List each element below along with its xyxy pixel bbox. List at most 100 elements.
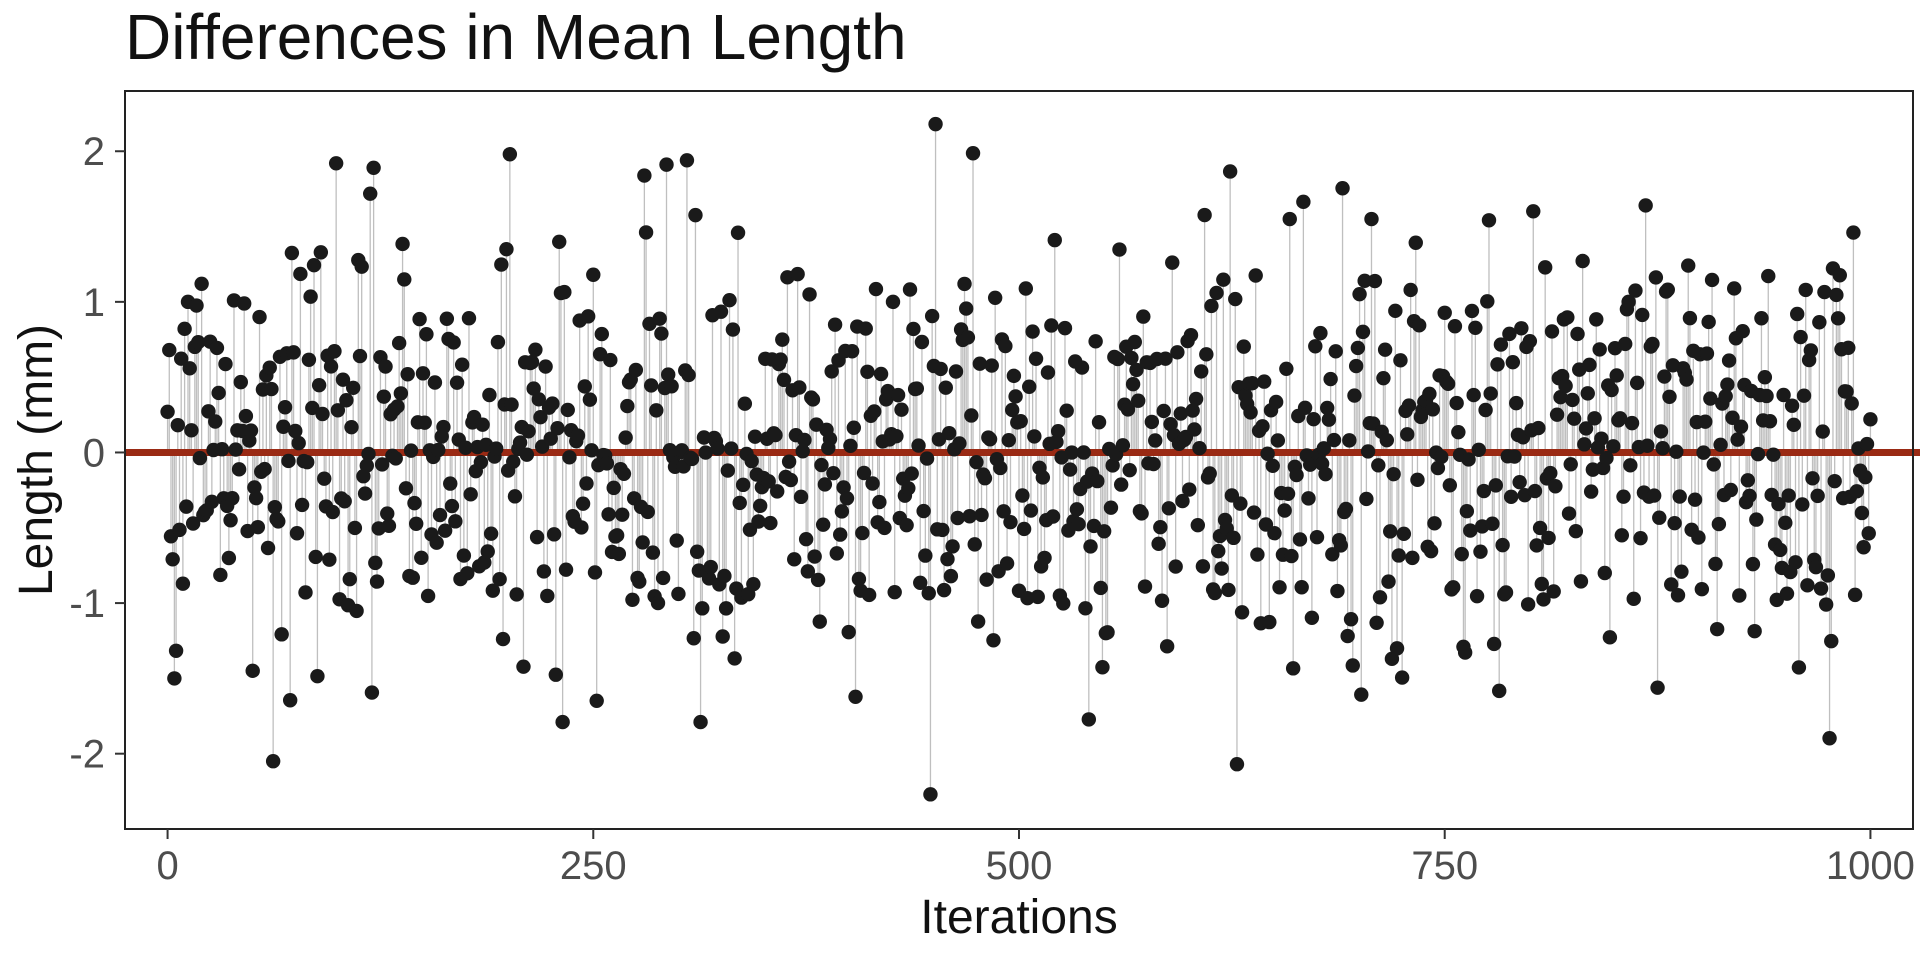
data-point bbox=[1192, 440, 1207, 456]
data-point bbox=[1669, 444, 1684, 459]
data-point bbox=[1156, 403, 1171, 419]
data-point bbox=[1393, 353, 1408, 368]
data-point bbox=[1159, 639, 1175, 654]
data-point bbox=[1493, 337, 1509, 352]
data-point bbox=[1830, 311, 1846, 326]
data-point bbox=[282, 693, 298, 708]
data-point bbox=[698, 445, 713, 460]
data-point bbox=[1255, 419, 1270, 434]
data-point bbox=[1657, 369, 1672, 384]
data-point bbox=[574, 520, 589, 535]
data-point bbox=[1285, 661, 1301, 676]
data-point bbox=[1328, 344, 1343, 359]
data-point bbox=[1074, 360, 1090, 375]
data-point bbox=[1313, 325, 1328, 341]
data-point bbox=[960, 330, 976, 345]
data-point bbox=[1638, 198, 1653, 213]
data-point bbox=[1226, 530, 1241, 546]
data-point bbox=[987, 290, 1003, 305]
data-point bbox=[533, 410, 548, 425]
data-point bbox=[720, 463, 736, 478]
data-point bbox=[1827, 473, 1842, 489]
data-point bbox=[557, 284, 572, 300]
y-axis-title: Length (mm) bbox=[10, 324, 63, 596]
data-point bbox=[689, 544, 705, 559]
data-point bbox=[1163, 416, 1178, 432]
data-point bbox=[1529, 538, 1544, 553]
data-point bbox=[887, 584, 902, 600]
data-point bbox=[1127, 334, 1142, 350]
data-point bbox=[480, 544, 495, 559]
data-point bbox=[1321, 412, 1337, 427]
data-point bbox=[688, 207, 703, 223]
data-point bbox=[449, 375, 465, 390]
data-point bbox=[1582, 357, 1597, 373]
data-point bbox=[1713, 437, 1728, 453]
data-point bbox=[300, 454, 315, 470]
data-point bbox=[1309, 530, 1325, 545]
data-point bbox=[938, 380, 953, 395]
data-point bbox=[1165, 255, 1180, 270]
data-point bbox=[1088, 334, 1103, 349]
data-point bbox=[1561, 506, 1577, 521]
data-point bbox=[182, 361, 197, 376]
data-point bbox=[1400, 427, 1415, 442]
data-point bbox=[175, 576, 191, 591]
data-point bbox=[1543, 465, 1558, 481]
data-point bbox=[192, 450, 208, 466]
data-point bbox=[1526, 204, 1541, 219]
data-point bbox=[1136, 309, 1151, 324]
data-point bbox=[861, 587, 877, 603]
data-point bbox=[637, 168, 652, 183]
data-point bbox=[1573, 574, 1589, 589]
data-point bbox=[1537, 260, 1553, 275]
data-point bbox=[1565, 392, 1580, 408]
data-point bbox=[1754, 311, 1769, 326]
data-point bbox=[562, 450, 577, 465]
data-point bbox=[1216, 272, 1231, 287]
data-point bbox=[1228, 291, 1243, 307]
data-point bbox=[1112, 242, 1127, 257]
data-point bbox=[1446, 580, 1461, 595]
data-point bbox=[584, 443, 599, 458]
data-point bbox=[1791, 660, 1807, 675]
data-point bbox=[909, 381, 925, 396]
data-point bbox=[293, 266, 308, 282]
data-point bbox=[1820, 568, 1836, 583]
data-point bbox=[783, 472, 799, 488]
data-point bbox=[552, 234, 567, 250]
data-point bbox=[1822, 731, 1837, 746]
data-point bbox=[923, 787, 938, 802]
data-point bbox=[957, 276, 972, 292]
data-point bbox=[965, 146, 981, 161]
data-point bbox=[1131, 393, 1146, 408]
data-point bbox=[390, 399, 405, 414]
data-point bbox=[620, 398, 635, 414]
data-point bbox=[913, 575, 928, 591]
data-point bbox=[1546, 584, 1561, 599]
data-point bbox=[918, 548, 933, 563]
data-point bbox=[1784, 398, 1800, 413]
data-point bbox=[1553, 389, 1568, 405]
data-point bbox=[1629, 375, 1645, 391]
data-point bbox=[209, 340, 225, 356]
data-point bbox=[650, 595, 666, 611]
data-point bbox=[718, 601, 734, 616]
data-point bbox=[482, 387, 497, 403]
data-point bbox=[1558, 378, 1573, 394]
data-point bbox=[1476, 483, 1492, 499]
data-point bbox=[306, 257, 322, 273]
data-point bbox=[345, 380, 361, 396]
data-point bbox=[1161, 501, 1177, 516]
data-point bbox=[1800, 578, 1815, 593]
data-point bbox=[506, 454, 521, 469]
data-point bbox=[1338, 501, 1354, 517]
data-point bbox=[1100, 625, 1115, 640]
data-point bbox=[1202, 466, 1217, 481]
data-point bbox=[827, 317, 843, 332]
data-point bbox=[732, 495, 747, 511]
data-point bbox=[335, 372, 351, 387]
data-point bbox=[928, 116, 943, 132]
data-point bbox=[397, 272, 412, 287]
